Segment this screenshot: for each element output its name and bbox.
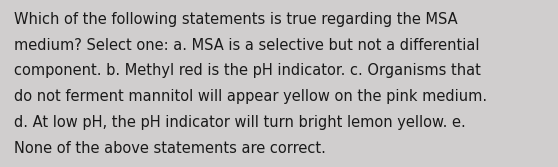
Text: None of the above statements are correct.: None of the above statements are correct… — [14, 141, 326, 156]
Text: d. At low pH, the pH indicator will turn bright lemon yellow. e.: d. At low pH, the pH indicator will turn… — [14, 115, 466, 130]
Text: component. b. Methyl red is the pH indicator. c. Organisms that: component. b. Methyl red is the pH indic… — [14, 63, 481, 78]
Text: do not ferment mannitol will appear yellow on the pink medium.: do not ferment mannitol will appear yell… — [14, 89, 487, 104]
Text: medium? Select one: a. MSA is a selective but not a differential: medium? Select one: a. MSA is a selectiv… — [14, 38, 479, 53]
Text: Which of the following statements is true regarding the MSA: Which of the following statements is tru… — [14, 12, 458, 27]
